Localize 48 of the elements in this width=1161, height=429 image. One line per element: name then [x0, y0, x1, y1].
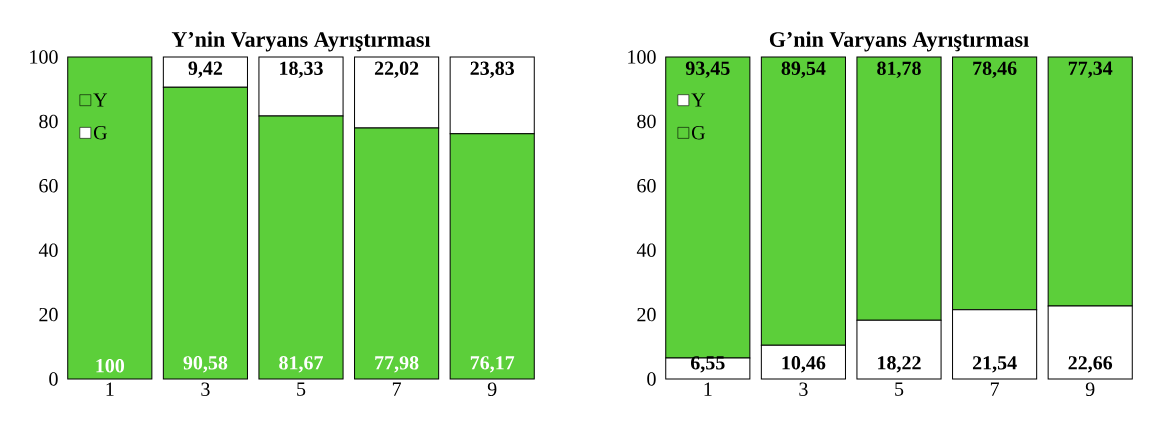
data-label: 78,46 [973, 61, 1017, 78]
y-tick-label: 0 [647, 372, 656, 386]
y-tick-label: 60 [637, 179, 656, 193]
y-tick-label: 100 [628, 50, 656, 64]
data-label: 77,34 [1068, 61, 1113, 78]
data-label: 90,58 [183, 356, 228, 373]
x-tick-label: 1 [704, 382, 712, 396]
data-label: 18,33 [280, 61, 323, 78]
data-label: 10,46 [782, 356, 826, 373]
y-tick-label: 80 [39, 114, 58, 129]
x-tick-label: 7 [990, 382, 1000, 396]
x-tick-label: 5 [895, 382, 904, 396]
data-label: 22,66 [1068, 356, 1113, 373]
x-tick-label: 3 [201, 382, 210, 396]
y-tick-label: 20 [39, 307, 58, 322]
data-label: 6,55 [691, 356, 725, 373]
x-tick-label: 5 [297, 382, 306, 396]
data-label: 9,42 [188, 61, 223, 78]
data-label: 89,54 [781, 61, 826, 78]
data-label: 93,45 [685, 61, 730, 78]
chart-title: Y’nin Varyans Ayrıştırması [171, 31, 431, 52]
data-label: 81,78 [877, 61, 921, 78]
legend-label: Y [691, 93, 706, 107]
legend-label: G [93, 126, 107, 140]
y-tick-label: 40 [636, 243, 656, 257]
data-label: 100 [96, 358, 125, 373]
bar [67, 56, 153, 380]
chart-title: G’nin Varyans Ayrıştırması [769, 31, 1029, 52]
y-tick-label: 60 [39, 179, 58, 193]
x-tick-label: 1 [106, 382, 114, 396]
x-tick-label: 9 [487, 382, 497, 396]
y-tick-label: 20 [637, 307, 656, 322]
y-tick-label: 80 [637, 114, 656, 129]
data-label: 76,17 [470, 356, 515, 373]
data-label: 77,98 [375, 356, 419, 373]
legend-label: Y [93, 93, 108, 107]
x-tick-label: 9 [1085, 382, 1095, 396]
data-label: 21,54 [972, 356, 1017, 373]
x-tick-label: 7 [392, 382, 402, 396]
y-tick-label: 40 [38, 243, 58, 257]
data-label: 22,02 [374, 61, 419, 78]
legend-label: G [691, 126, 705, 140]
data-label: 18,22 [878, 356, 921, 373]
data-label: 81,67 [279, 356, 324, 373]
y-tick-label: 100 [30, 50, 58, 64]
y-tick-label: 0 [49, 372, 58, 386]
x-tick-label: 3 [799, 382, 808, 396]
data-label: 23,83 [470, 61, 515, 78]
